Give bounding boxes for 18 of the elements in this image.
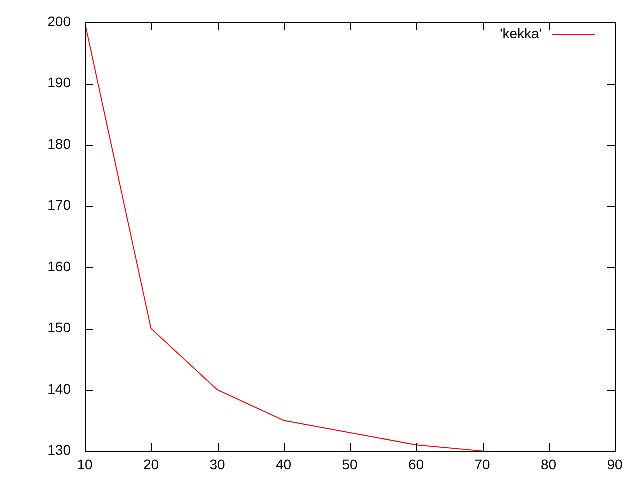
y-tick-label: 150 bbox=[48, 320, 72, 336]
y-tick-label: 140 bbox=[48, 380, 72, 397]
x-tick-label: 80 bbox=[540, 456, 557, 472]
y-tick-label: 180 bbox=[48, 136, 72, 152]
x-tick-label: 90 bbox=[607, 456, 623, 472]
y-tick-label: 200 bbox=[48, 13, 72, 30]
y-tick-label: 170 bbox=[48, 197, 72, 214]
x-tick-label: 50 bbox=[342, 456, 358, 472]
x-tick-label: 70 bbox=[474, 456, 490, 472]
y-tick-label: 190 bbox=[48, 74, 72, 91]
x-tick-label: 30 bbox=[210, 456, 226, 472]
y-tick-label: 130 bbox=[48, 442, 72, 458]
x-tick-label: 60 bbox=[408, 456, 424, 472]
y-tick-label: 160 bbox=[48, 258, 72, 274]
text: 'kekka' bbox=[500, 25, 542, 42]
x-tick-label: 20 bbox=[143, 456, 160, 472]
x-tick-label: 10 bbox=[77, 456, 93, 472]
x-tick-label: 40 bbox=[276, 456, 292, 472]
